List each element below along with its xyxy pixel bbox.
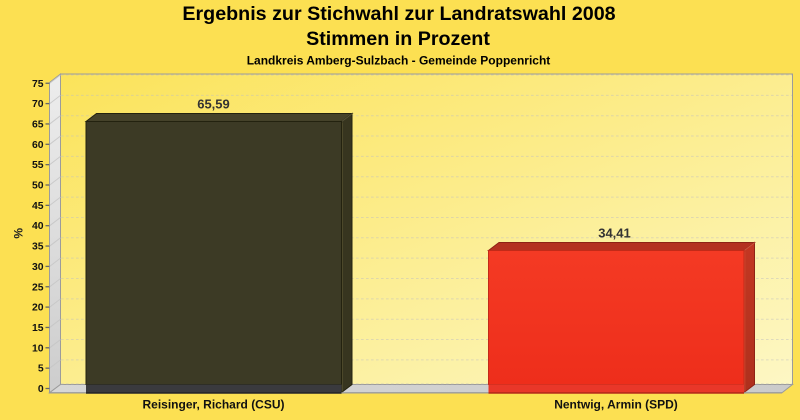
svg-text:15: 15	[32, 323, 44, 334]
svg-text:20: 20	[32, 303, 44, 314]
svg-text:Nentwig, Armin (SPD): Nentwig, Armin (SPD)	[554, 398, 678, 412]
svg-text:65: 65	[32, 119, 44, 130]
svg-text:5: 5	[38, 364, 44, 375]
svg-text:34,41: 34,41	[598, 225, 631, 240]
svg-text:Ergebnis zur Stichwahl zur Lan: Ergebnis zur Stichwahl zur Landratswahl …	[182, 3, 615, 25]
svg-text:65,59: 65,59	[197, 96, 230, 111]
svg-text:40: 40	[32, 221, 44, 232]
svg-text:%: %	[12, 228, 26, 239]
svg-text:50: 50	[32, 181, 44, 192]
svg-text:Landkreis Amberg-Sulzbach - Ge: Landkreis Amberg-Sulzbach - Gemeinde Pop…	[247, 54, 551, 68]
svg-text:45: 45	[32, 201, 44, 212]
svg-text:30: 30	[32, 262, 44, 273]
svg-text:Reisinger, Richard (CSU): Reisinger, Richard (CSU)	[142, 398, 284, 412]
svg-text:60: 60	[32, 140, 44, 151]
svg-text:35: 35	[32, 242, 44, 253]
svg-text:55: 55	[32, 160, 44, 171]
svg-text:10: 10	[32, 343, 44, 354]
svg-text:0: 0	[38, 384, 44, 395]
svg-text:75: 75	[32, 79, 44, 90]
svg-text:70: 70	[32, 99, 44, 110]
svg-text:Stimmen in Prozent: Stimmen in Prozent	[306, 28, 490, 50]
svg-text:25: 25	[32, 282, 44, 293]
